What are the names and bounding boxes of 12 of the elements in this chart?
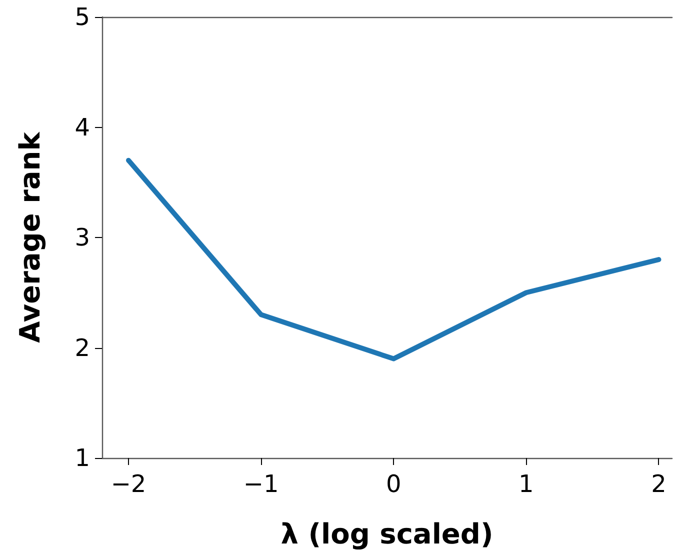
y-tick-label: 3 [74,224,90,252]
y-tick-label: 4 [74,113,90,142]
y-tick-label: 1 [74,444,90,472]
y-tick-label: 5 [74,3,90,31]
y-axis-title: Average rank [14,130,46,343]
x-tick-label: −1 [243,470,279,498]
y-tick-label: 2 [74,334,90,362]
x-tick-label: 0 [386,470,402,498]
x-tick-label: −2 [110,470,146,498]
x-tick-label: 1 [518,470,534,498]
x-tick-label: 2 [651,470,666,498]
x-axis-title: λ (log scaled) [280,518,494,550]
